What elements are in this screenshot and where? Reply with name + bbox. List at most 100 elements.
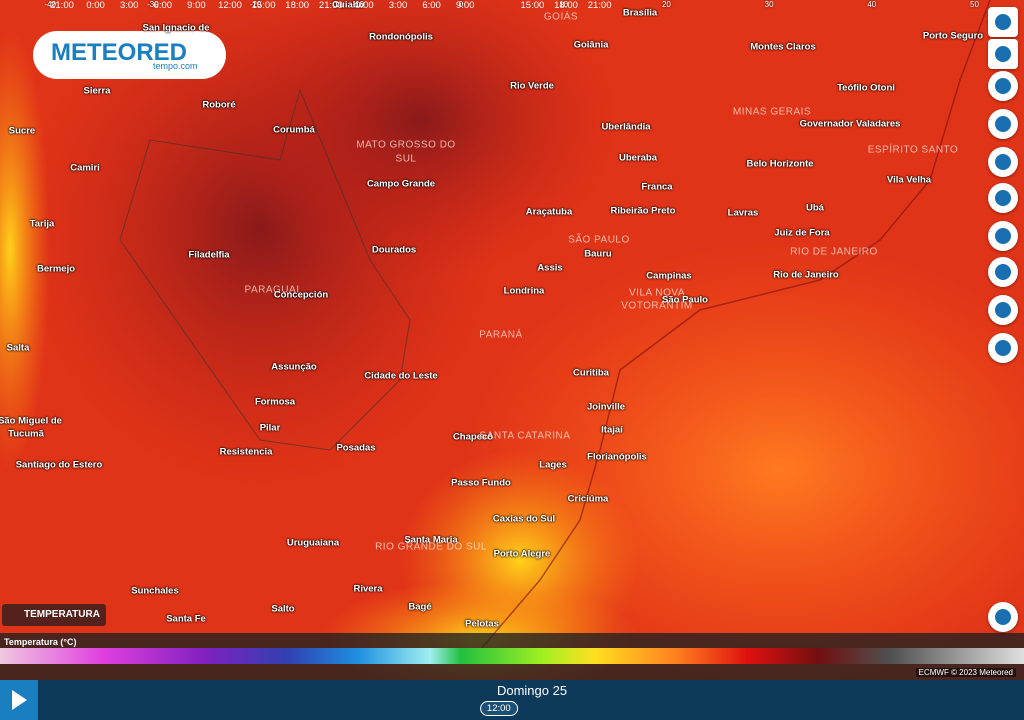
tool-icon	[995, 46, 1011, 62]
legend-tick: 30	[764, 0, 774, 9]
time-step[interactable]: 21:00	[50, 0, 74, 11]
city-label: Itajaí	[601, 424, 623, 436]
map-tool-button[interactable]	[988, 221, 1018, 251]
tool-icon	[995, 14, 1011, 30]
time-step[interactable]: 12:00	[218, 0, 242, 11]
city-label: Criciúma	[567, 493, 609, 505]
city-label: São Miguel de	[0, 415, 62, 427]
legend-tick: 40	[867, 0, 877, 9]
map-tool-button[interactable]	[988, 257, 1018, 287]
tool-icon	[995, 340, 1011, 356]
city-label: Corumbá	[273, 124, 315, 136]
city-label: Roboré	[202, 99, 236, 111]
region-label: GOIÁS	[543, 11, 579, 23]
city-label: Lages	[539, 459, 567, 471]
time-step[interactable]: 21:00	[318, 0, 343, 11]
city-label: Ribeirão Preto	[610, 205, 676, 217]
region-label: VILA NOVA	[628, 287, 686, 299]
city-label: Sierra	[83, 85, 111, 97]
region-label: RIO DE JANEIRO	[790, 246, 878, 258]
cool-zone	[0, 30, 50, 470]
city-label: Rio Verde	[510, 80, 554, 92]
map-tool-button[interactable]	[988, 295, 1018, 325]
time-step[interactable]: 0:00	[355, 0, 374, 11]
city-label: Governador Valadares	[799, 118, 901, 130]
time-step[interactable]: 0:00	[86, 0, 105, 11]
time-step[interactable]: 6:00	[153, 0, 173, 11]
city-label: Resistencia	[219, 446, 273, 458]
legend-tick: -10	[352, 0, 365, 9]
city-label: Cuiabá	[332, 0, 364, 11]
tool-icon	[995, 302, 1011, 318]
city-label: Dourados	[371, 244, 417, 256]
map-tool-button[interactable]	[988, 183, 1018, 213]
city-label: Porto Seguro	[922, 30, 984, 42]
hot-core	[220, 0, 620, 280]
tool-icon	[995, 78, 1011, 94]
coastline	[479, 0, 991, 651]
time-step[interactable]: 3:00	[388, 0, 408, 11]
city-label: Filadelfia	[188, 249, 230, 261]
city-label: Assis	[537, 262, 563, 274]
legend-tick: 10	[559, 0, 569, 9]
city-label: Santa Maria	[404, 534, 458, 546]
time-step[interactable]: 9:00	[455, 0, 475, 11]
time-step[interactable]: 18:00	[285, 0, 310, 11]
map-tool-button[interactable]	[988, 7, 1018, 37]
map-tool-button[interactable]	[988, 147, 1018, 177]
city-label: Tarija	[29, 218, 55, 230]
city-label: Camiri	[70, 162, 100, 174]
region-label: VOTORANTIM	[621, 300, 693, 312]
city-label: San Ignacio de	[142, 22, 210, 34]
border	[119, 88, 411, 451]
time-step[interactable]: 18:00	[554, 0, 578, 11]
region-label: SUL	[395, 153, 417, 165]
city-label: Campo Grande	[366, 178, 436, 190]
legend-tick: 50	[970, 0, 979, 9]
time-step[interactable]: 21:00	[587, 0, 612, 11]
city-label: Uruguaiana	[286, 537, 340, 549]
tool-icon	[995, 190, 1011, 206]
map-tool-button[interactable]	[988, 109, 1018, 139]
city-label: Passo Fundo	[451, 477, 511, 489]
day-label: Domingo 25	[496, 683, 568, 698]
time-step[interactable]: 12:00	[479, 701, 518, 716]
city-label: Ubá	[806, 202, 824, 214]
region-label: SANTA CATARINA	[479, 430, 571, 442]
legend-tick: 0	[458, 0, 464, 9]
city-label: Santiago do Estero	[15, 459, 103, 471]
region-label: ESPÍRITO SANTO	[867, 144, 959, 156]
time-step[interactable]: 15:00	[520, 0, 545, 11]
city-label: Sucre	[8, 125, 36, 137]
layer-label[interactable]: TEMPERATURA	[2, 604, 106, 626]
region-label: MINAS GERAIS	[732, 106, 812, 118]
city-label: Pelotas	[465, 618, 499, 630]
city-label: Formosa	[254, 396, 296, 408]
map-tool-button[interactable]	[988, 39, 1018, 69]
city-label: Uberaba	[618, 152, 658, 164]
time-step[interactable]: 3:00	[119, 0, 139, 11]
city-label: Caxias do Sul	[492, 513, 556, 525]
city-label: Uberlândia	[601, 121, 651, 133]
city-label: Montes Claros	[750, 41, 816, 53]
city-label: Salto	[271, 603, 295, 615]
tool-icon	[995, 264, 1011, 280]
logo-box[interactable]: METEORED tempo.com	[33, 31, 226, 79]
tool-icon	[995, 228, 1011, 244]
city-label: Lavras	[727, 207, 759, 219]
map-tool-button[interactable]	[988, 71, 1018, 101]
logo: METEORED	[51, 39, 188, 66]
time-step[interactable]: 9:00	[187, 0, 206, 11]
map-tool-button[interactable]	[988, 333, 1018, 363]
play-icon	[12, 690, 27, 710]
region-label: PARANÁ	[479, 329, 523, 341]
city-label: Belo Horizonte	[746, 158, 814, 170]
region-label: MATO GROSSO DO	[356, 139, 456, 151]
city-label: Araçatuba	[525, 206, 573, 218]
tool-icon	[995, 116, 1011, 132]
time-step[interactable]: 15:00	[251, 0, 276, 11]
time-step[interactable]: 6:00	[422, 0, 441, 11]
collapse-button[interactable]	[988, 602, 1018, 632]
